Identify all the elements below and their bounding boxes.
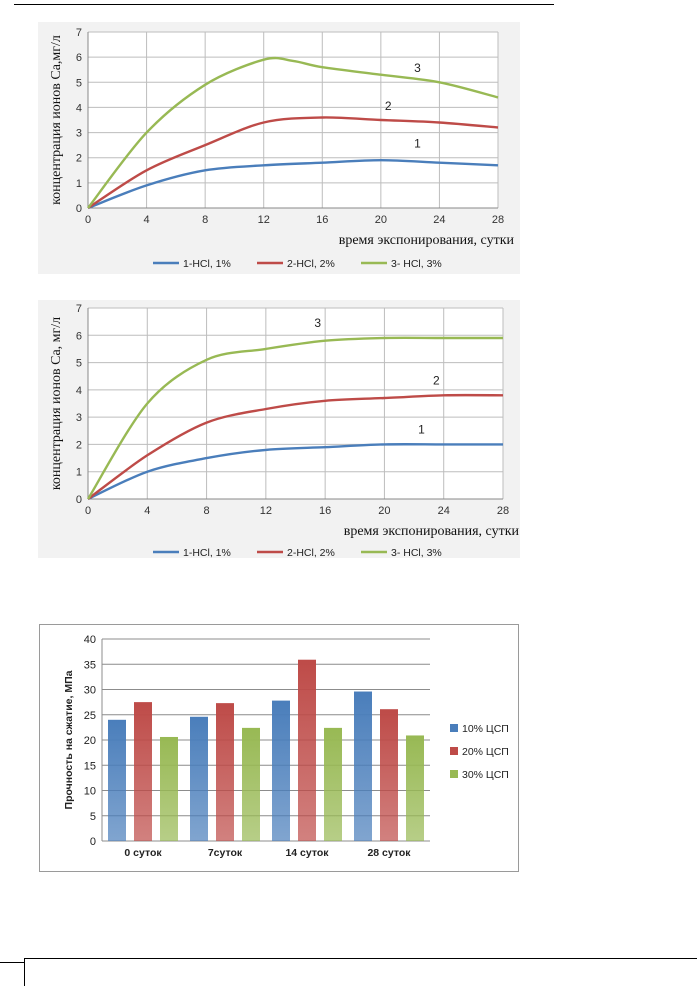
chart2-xtick-label: 16 — [319, 505, 331, 517]
chart3-legend-label-1: 10% ЦСП — [462, 723, 509, 735]
chart3-bar-s1-c3 — [272, 700, 290, 841]
chart3-category-label: 14 суток — [285, 847, 329, 859]
chart3-legend-label-3: 30% ЦСП — [462, 769, 509, 781]
chart1-ytick-label: 1 — [76, 178, 82, 190]
chart2-ytick-label: 3 — [76, 412, 82, 424]
chart3-bar-s3-c1 — [160, 736, 178, 841]
chart2-xtick-label: 0 — [85, 505, 91, 517]
chart1-y-axis-title: концентрация ионов Ca,мг/л — [49, 35, 64, 205]
chart1-plot-area — [88, 32, 498, 208]
chart2-ytick-label: 7 — [76, 303, 82, 315]
chart1-legend-label-2: 2-HCl, 2% — [287, 258, 335, 270]
chart2-ytick-label: 4 — [76, 385, 82, 397]
chart2-series-label-1: 1 — [418, 423, 425, 437]
chart3-bar-s1-c4 — [354, 691, 372, 841]
chart1-xtick-label: 12 — [258, 214, 270, 226]
footer-rule — [24, 958, 697, 959]
chart1-series-label-3: 3 — [414, 61, 421, 75]
chart3-bar-s1-c2 — [190, 716, 208, 841]
chart2-legend-label-1: 1-HCl, 1% — [183, 547, 231, 558]
chart2-legend-label-3: 3- HCl, 3% — [391, 547, 442, 558]
chart2-xtick-label: 12 — [260, 505, 272, 517]
chart1-ytick-label: 7 — [76, 27, 82, 39]
chart3-bar-s1-c1 — [108, 719, 126, 841]
chart2-ytick-label: 5 — [76, 358, 82, 370]
chart2-series-line-1 — [87, 443, 503, 501]
chart3-legend-swatch-1 — [450, 724, 458, 732]
chart-3: 0 5 10 15 20 25 30 35 40 0 суток 7суток 14 суток 28 … — [39, 624, 519, 872]
chart1-series-line-3 — [87, 56, 499, 209]
chart2-x-axis-title: время экспонирования, сутки — [344, 524, 520, 539]
chart1-xtick-label: 20 — [375, 214, 387, 226]
chart3-bar-s2-c1 — [134, 702, 152, 841]
chart2-ytick-label: 0 — [76, 494, 82, 506]
chart1-ytick-label: 5 — [76, 77, 82, 89]
chart1-series-label-1: 1 — [414, 137, 421, 151]
chart3-legend-swatch-2 — [450, 747, 458, 755]
chart1-x-axis-title: время экспонирования, сутки — [339, 233, 515, 248]
chart1-xtick-label: 24 — [433, 214, 445, 226]
chart1-xtick-label: 28 — [492, 214, 504, 226]
chart3-bar-s3-c3 — [324, 727, 342, 841]
footer-rule-left — [0, 962, 24, 963]
chart1-legend-label-3: 3- HCl, 3% — [391, 258, 442, 270]
chart-2: 0 1 2 3 4 5 6 7 0 4 8 12 16 20 24 28 1 2 3 время экспониров… — [38, 300, 520, 558]
chart1-ytick-label: 6 — [76, 52, 82, 64]
chart2-xtick-label: 28 — [497, 505, 509, 517]
chart2-xtick-label: 8 — [204, 505, 210, 517]
chart2-series-line-2 — [87, 393, 504, 500]
header-rule — [14, 4, 554, 5]
chart1-ytick-label: 0 — [76, 203, 82, 215]
chart3-bar-s3-c2 — [242, 727, 260, 841]
chart3-ytick-label: 35 — [84, 659, 96, 671]
chart3-ytick-label: 25 — [84, 710, 96, 722]
chart1-ytick-label: 3 — [76, 128, 82, 140]
chart1-series-line-2 — [87, 116, 499, 210]
chart3-ytick-label: 20 — [84, 735, 96, 747]
chart3-y-axis-title: Прочность на сжатие, МПа — [63, 670, 75, 809]
chart3-bar-s2-c4 — [380, 709, 398, 841]
chart1-xtick-label: 16 — [316, 214, 328, 226]
chart2-series-line-3 — [86, 336, 503, 500]
chart3-ytick-label: 0 — [90, 836, 96, 848]
chart1-xtick-label: 8 — [202, 214, 208, 226]
chart3-legend-swatch-3 — [450, 770, 458, 778]
chart3-bar-s2-c3 — [298, 659, 316, 841]
chart2-series-label-3: 3 — [314, 316, 321, 330]
chart-3-svg: 0 5 10 15 20 25 30 35 40 0 суток 7суток 14 суток 28 … — [63, 634, 509, 859]
chart1-ytick-label: 4 — [76, 102, 82, 114]
chart2-xtick-label: 4 — [144, 505, 150, 517]
chart2-series-label-2: 2 — [433, 373, 440, 387]
chart2-ytick-label: 2 — [76, 439, 82, 451]
chart1-ytick-label: 2 — [76, 153, 82, 165]
chart3-bar-s2-c2 — [216, 703, 234, 841]
chart2-xtick-label: 20 — [378, 505, 390, 517]
chart3-ytick-label: 10 — [84, 786, 96, 798]
chart2-y-axis-title: концентрация ионов Ca, мг/л — [49, 317, 64, 490]
chart3-category-label: 28 суток — [367, 847, 411, 859]
chart-1: 0 1 2 3 4 5 6 7 0 4 8 12 16 20 24 28 1 2 3 время экспониров… — [38, 22, 520, 274]
chart3-ytick-label: 5 — [90, 811, 96, 823]
chart1-legend-label-1: 1-HCl, 1% — [183, 258, 231, 270]
chart3-bar-s3-c4 — [406, 735, 424, 841]
footer-rule-divider — [24, 958, 25, 986]
chart3-category-label: 7суток — [208, 847, 243, 859]
chart2-ytick-label: 1 — [76, 467, 82, 479]
chart1-series-line-1 — [87, 159, 499, 210]
chart1-xtick-label: 4 — [144, 214, 150, 226]
chart3-legend-label-2: 20% ЦСП — [462, 746, 509, 758]
chart2-ytick-label: 6 — [76, 330, 82, 342]
chart3-ytick-label: 30 — [84, 685, 96, 697]
chart3-category-label: 0 суток — [124, 847, 162, 859]
chart2-legend-label-2: 2-HCl, 2% — [287, 547, 335, 558]
chart1-series-label-2: 2 — [385, 99, 392, 113]
chart3-ytick-label: 15 — [84, 760, 96, 772]
chart3-ytick-label: 40 — [84, 634, 96, 646]
chart1-xtick-label: 0 — [85, 214, 91, 226]
chart2-xtick-label: 24 — [438, 505, 450, 517]
